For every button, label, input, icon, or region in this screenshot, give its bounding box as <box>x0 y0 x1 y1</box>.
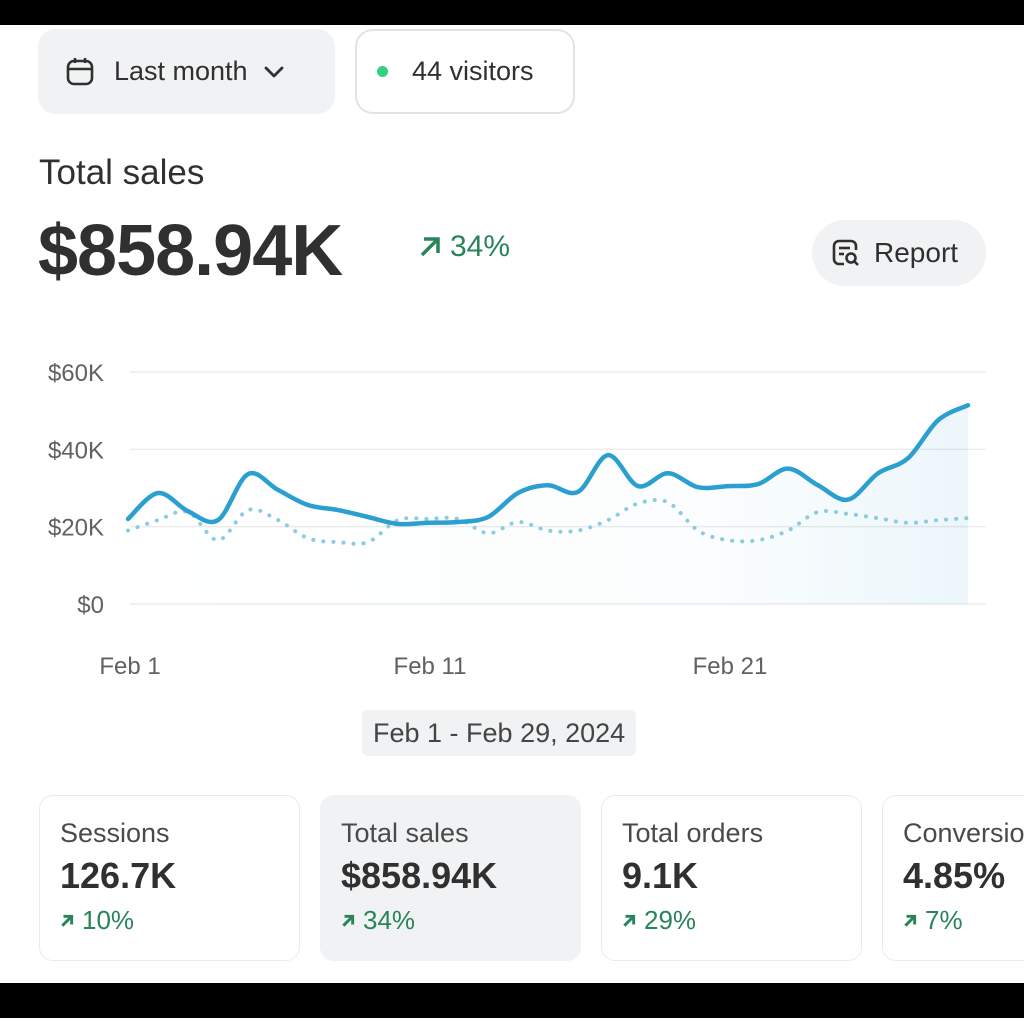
card-label: Total orders <box>622 818 764 848</box>
card-label: Sessions <box>60 818 170 848</box>
analytics-screen: Last month 44 visitors Total sales $858.… <box>0 25 1024 983</box>
card-label: Total sales <box>341 818 469 848</box>
metric-card-total-sales[interactable]: Total sales $858.94K 34% <box>320 795 581 961</box>
y-tick-label: $60K <box>48 360 104 387</box>
card-value: $858.94K <box>341 855 498 896</box>
date-range-button[interactable]: Last month <box>38 29 335 114</box>
report-search-icon <box>832 239 859 266</box>
metric-title: Total sales <box>39 153 205 192</box>
arrow-up-right-icon <box>342 914 355 927</box>
y-tick-label: $20K <box>48 515 104 542</box>
metric-change-value: 34% <box>450 230 511 263</box>
chevron-down-icon <box>264 66 283 77</box>
sales-line-chart: $0 $20K $40K $60K Feb 1 Feb 11 Feb 21 <box>48 360 986 680</box>
date-range-caption: Feb 1 - Feb 29, 2024 <box>362 710 637 756</box>
card-change-value: 10% <box>82 905 135 935</box>
report-button[interactable]: Report <box>812 220 986 286</box>
metric-card-conversion[interactable]: Conversion 4.85% 7% <box>882 795 1024 961</box>
current-series-area <box>128 405 968 604</box>
arrow-up-right-icon <box>623 914 636 927</box>
card-change: 29% <box>622 905 861 936</box>
x-tick-label: Feb 21 <box>693 653 768 680</box>
arrow-up-right-icon <box>61 914 74 927</box>
date-range-label: Last month <box>114 56 248 86</box>
card-value: 9.1K <box>622 855 699 896</box>
metric-card-sessions[interactable]: Sessions 126.7K 10% <box>39 795 300 961</box>
metric-value: $858.94K <box>38 211 343 291</box>
arrow-up-right-icon <box>420 237 440 257</box>
card-change-value: 29% <box>644 905 697 935</box>
y-tick-label: $0 <box>77 592 104 619</box>
calendar-icon <box>66 57 94 85</box>
x-tick-label: Feb 11 <box>394 653 467 680</box>
report-label: Report <box>874 237 959 268</box>
previous-period-line <box>126 497 970 546</box>
card-change-value: 34% <box>363 905 416 935</box>
metric-change: 34% <box>418 230 510 264</box>
card-label: Conversion <box>903 818 1024 848</box>
card-change: 34% <box>341 905 580 936</box>
live-dot-icon <box>377 66 388 77</box>
y-tick-label: $40K <box>48 437 104 464</box>
arrow-up-right-icon <box>904 914 917 927</box>
x-tick-label: Feb 1 <box>99 653 160 680</box>
live-visitors-button[interactable]: 44 visitors <box>355 29 575 114</box>
card-change: 7% <box>903 905 1024 936</box>
card-value: 126.7K <box>60 855 177 896</box>
card-change: 10% <box>60 905 299 936</box>
card-value: 4.85% <box>903 855 1006 896</box>
current-period-line <box>125 403 971 527</box>
visitors-label: 44 visitors <box>412 56 534 86</box>
metric-card-total-orders[interactable]: Total orders 9.1K 29% <box>601 795 862 961</box>
card-change-value: 7% <box>925 905 963 935</box>
